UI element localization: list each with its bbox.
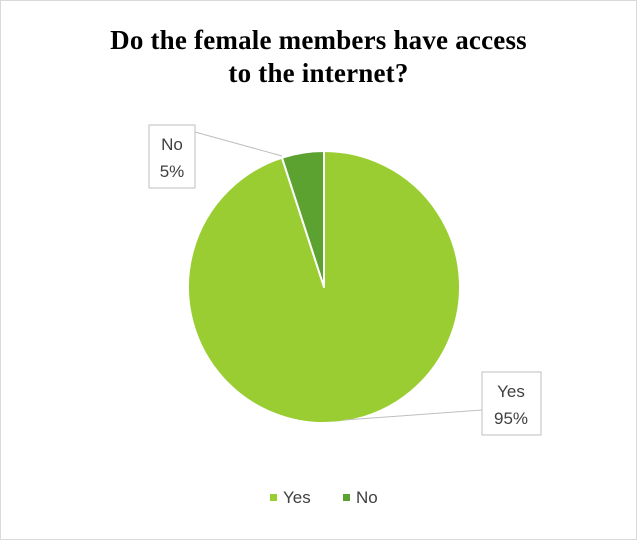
pie-slice-no (280, 150, 325, 288)
legend-swatch-yes (270, 494, 277, 501)
leader-line-yes (344, 409, 483, 421)
chart-title: Do the female members have access to the… (0, 24, 637, 90)
leader-line-no (194, 131, 283, 157)
data-label-yes: Yes 95% (344, 371, 542, 436)
data-label-no-box (148, 124, 196, 189)
legend-swatch-no (343, 494, 350, 501)
pie-slices (187, 150, 462, 424)
chart-title-line-2: to the internet? (228, 58, 409, 88)
data-label-yes-box (481, 371, 542, 436)
data-label-yes-value: 95% (494, 409, 528, 428)
legend-label-yes: Yes (283, 488, 311, 507)
chart-title-line-1: Do the female members have access (110, 25, 527, 55)
data-label-no-name: No (161, 135, 183, 154)
legend-label-no: No (356, 488, 378, 507)
data-label-yes-name: Yes (497, 382, 525, 401)
legend: Yes No (270, 488, 378, 507)
data-label-no: No 5% (148, 124, 283, 189)
data-label-no-value: 5% (160, 162, 185, 181)
